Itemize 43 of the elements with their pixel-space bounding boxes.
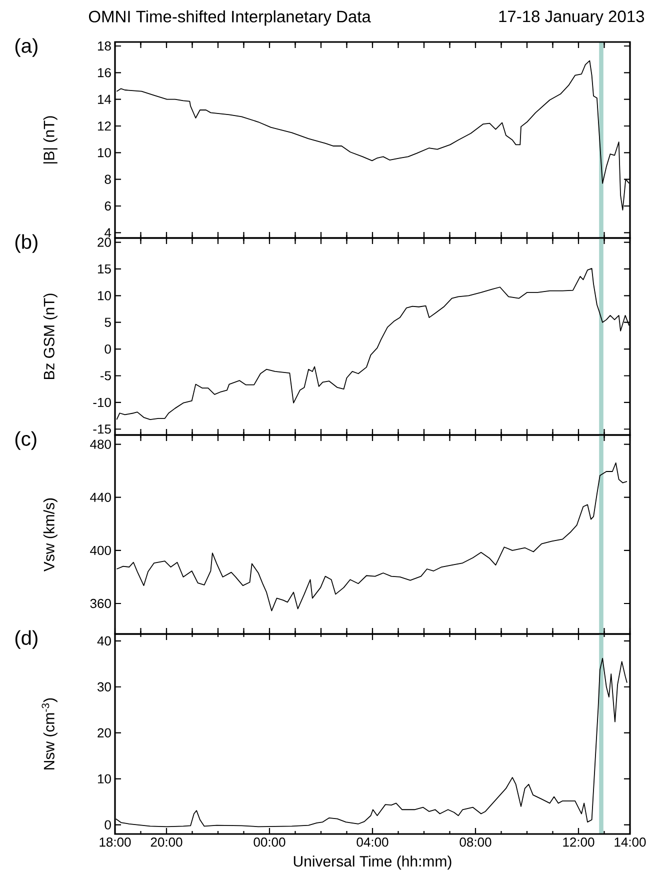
- y-tick-label: 10: [98, 148, 111, 158]
- x-tick-label: 14:00: [614, 838, 646, 847]
- text: (b): [15, 234, 38, 253]
- y-tick-label: 360: [90, 598, 111, 608]
- y-axis-title: Bz GSM (nT): [43, 294, 58, 380]
- chart-title: OMNI Time-shifted Interplanetary Data: [88, 10, 371, 26]
- y-tick-label: 12: [98, 121, 111, 131]
- y-tick-label: 20: [98, 728, 111, 738]
- y-tick-label: 16: [98, 68, 111, 78]
- y-tick-label: -10: [93, 398, 111, 408]
- y-tick-label: 480: [90, 440, 111, 449]
- y-axis-title: Nsw (cm$^{-3}$): [42, 698, 58, 770]
- y-tick-label: -5: [100, 371, 111, 380]
- y-tick-label: 10: [98, 774, 111, 784]
- y-tick-label: 6: [104, 201, 111, 211]
- y-tick-label: 5: [104, 318, 111, 327]
- x-tick-label: 04:00: [356, 838, 388, 847]
- y-tick-label: 40: [97, 636, 111, 646]
- text: (d): [15, 630, 38, 649]
- y-tick-label: -15: [93, 424, 111, 434]
- y-tick-label: 8: [104, 174, 111, 184]
- y-tick-label: 400: [90, 546, 111, 556]
- y-tick-label: 20: [98, 238, 111, 247]
- x-tick-label: 00:00: [254, 838, 286, 847]
- y-tick-label: 4: [104, 228, 112, 238]
- x-tick-label: 18:00: [100, 838, 131, 847]
- text: (a): [15, 38, 38, 57]
- y-tick-label: 30: [98, 682, 111, 692]
- x-axis-title: Universal Time (hh:mm): [294, 856, 452, 870]
- y-tick-label: 15: [98, 264, 111, 274]
- y-tick-label: 10: [98, 291, 111, 300]
- chart-subtitle: 17-18 January 2013: [499, 10, 644, 26]
- text: (c): [15, 431, 36, 450]
- y-tick-label: 14: [98, 94, 112, 104]
- x-tick-label: 20:00: [150, 838, 182, 847]
- y-tick-label: 0: [104, 820, 111, 830]
- y-tick-label: 0: [104, 344, 111, 354]
- y-tick-label: 440: [90, 492, 111, 502]
- y-tick-label: 18: [98, 41, 111, 51]
- y-axis-title: Vsw (km/s): [43, 498, 58, 572]
- x-tick-label: 12:00: [563, 838, 594, 847]
- y-axis-title: |B| (nT): [43, 116, 58, 164]
- x-tick-label: 08:00: [460, 838, 492, 847]
